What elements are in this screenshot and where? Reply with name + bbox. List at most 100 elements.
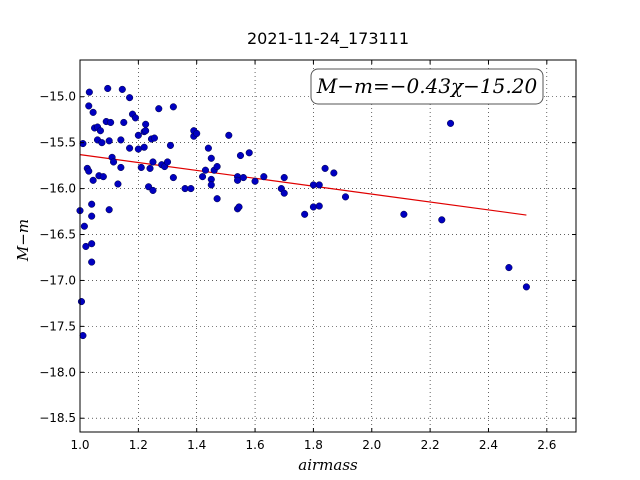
data-point (260, 173, 268, 181)
data-point (280, 189, 288, 197)
annotation-text: M−m=−0.43χ−15.20 (316, 74, 538, 98)
data-point (245, 149, 253, 157)
data-point (166, 141, 174, 149)
y-tick-label: −16.0 (39, 182, 76, 196)
data-point (239, 174, 247, 182)
data-point (251, 177, 259, 185)
axis-ticks: 1.0 1.2 1.4 1.6 1.8 2.0 2.2 2.4 2.6 −15.0 −15.5 −16… (39, 60, 576, 452)
x-tick-label: 2.2 (421, 438, 440, 452)
y-tick-label: −17.5 (39, 319, 76, 333)
data-point (82, 242, 90, 251)
x-tick-label: 1.2 (129, 438, 148, 452)
data-point (79, 332, 87, 340)
data-point (99, 173, 107, 181)
plot-frame (79, 59, 577, 433)
data-point (198, 173, 207, 181)
data-point (88, 240, 96, 248)
data-point (149, 186, 157, 194)
data-point (301, 210, 309, 218)
data-point (89, 176, 97, 184)
x-tick-label: 1.0 (70, 438, 89, 452)
data-point (155, 105, 163, 113)
data-point (126, 94, 134, 102)
data-point (120, 118, 128, 127)
data-point (315, 181, 323, 189)
x-tick-label: 1.6 (246, 438, 265, 452)
y-tick-label: −15.5 (39, 136, 76, 150)
data-point (88, 200, 96, 208)
x-tick-label: 2.4 (479, 438, 498, 452)
data-point (77, 298, 86, 306)
data-point (315, 202, 323, 210)
data-point (438, 216, 446, 224)
x-tick-label: 1.4 (187, 438, 206, 452)
annotation-box: M−m=−0.43χ−15.20 (310, 68, 544, 105)
data-point (142, 127, 150, 135)
data-point (134, 131, 142, 139)
y-tick-label: −18.0 (39, 365, 76, 379)
data-point (88, 212, 96, 220)
data-point (236, 151, 245, 160)
data-point (213, 162, 221, 171)
data-point (140, 143, 148, 151)
data-points (76, 84, 530, 340)
x-tick-label: 2.6 (537, 438, 556, 452)
data-point (131, 114, 139, 122)
y-tick-label: −18.5 (39, 411, 76, 425)
data-point (169, 103, 177, 111)
data-point (321, 164, 329, 172)
data-point (146, 164, 154, 172)
data-point (150, 134, 158, 142)
data-point (225, 131, 233, 139)
y-tick-label: −17.0 (39, 273, 76, 287)
data-point (204, 144, 212, 152)
x-axis-label: airmass (298, 456, 358, 474)
y-axis-label: M−m (14, 219, 32, 262)
data-point (107, 118, 115, 127)
data-point (235, 203, 243, 211)
data-point (149, 158, 157, 166)
data-point (88, 258, 96, 266)
data-point (234, 176, 242, 184)
data-point (114, 180, 122, 188)
data-point (126, 144, 134, 152)
data-point (85, 167, 93, 175)
x-tick-label: 2.0 (362, 438, 381, 452)
annotation-frame (310, 68, 544, 105)
data-point (137, 163, 145, 172)
data-point (193, 129, 201, 138)
y-tick-label: −15.0 (39, 90, 76, 104)
data-point (207, 181, 215, 189)
data-point (522, 283, 530, 291)
data-point (446, 119, 455, 127)
data-point (187, 185, 195, 193)
data-point (309, 203, 317, 211)
data-point (280, 174, 288, 182)
x-tick-label: 1.8 (304, 438, 323, 452)
data-point (505, 264, 513, 272)
data-point (117, 163, 125, 172)
data-point (169, 174, 177, 182)
data-point (105, 137, 113, 145)
data-point (96, 127, 104, 135)
data-point (213, 195, 221, 203)
data-point (201, 166, 210, 174)
data-point (118, 85, 126, 93)
data-point (79, 140, 87, 148)
data-point (89, 108, 97, 116)
data-point (400, 210, 408, 218)
data-point (85, 88, 93, 96)
data-point (98, 139, 106, 147)
data-point (330, 169, 338, 177)
data-point (110, 158, 118, 166)
data-point (104, 84, 112, 93)
data-point (142, 120, 150, 128)
data-point (207, 154, 215, 162)
chart-title: 2021-11-24_173111 (247, 29, 409, 49)
data-point (85, 102, 93, 110)
data-point (134, 145, 142, 153)
data-point (117, 136, 125, 144)
data-point (80, 222, 88, 230)
data-point (105, 206, 113, 214)
